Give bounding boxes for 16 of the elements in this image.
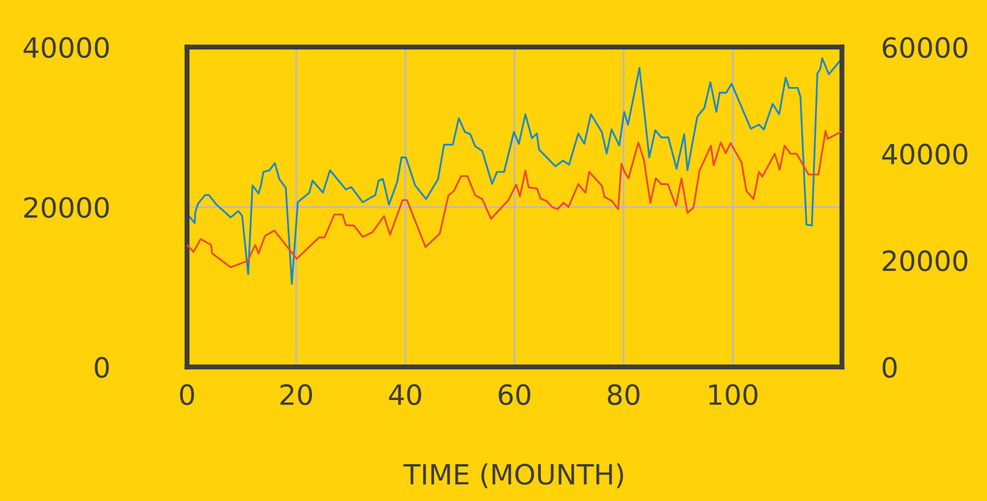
y-tick-label: 40000 [24,37,109,58]
line-series [187,57,842,285]
x-tick-label: 80 [608,384,640,406]
y-tick-label: 0 [94,356,109,378]
x-tick-label: 40 [389,384,422,406]
y2-tick-label: 20000 [882,250,968,272]
y2-tick-label: 0 [882,356,897,378]
y-tick-label: 20000 [24,196,109,218]
y2-tick-label: 60000 [882,37,968,58]
line-series [187,130,842,268]
x-tick-label: 60 [498,384,530,406]
x-axis-title: TIME (MOUNTH) [403,463,624,488]
x-tick-label: 20 [280,384,312,406]
x-tick-label: 100 [709,384,758,406]
y2-tick-label: 40000 [882,144,968,165]
x-tick-label: 0 [180,384,194,406]
